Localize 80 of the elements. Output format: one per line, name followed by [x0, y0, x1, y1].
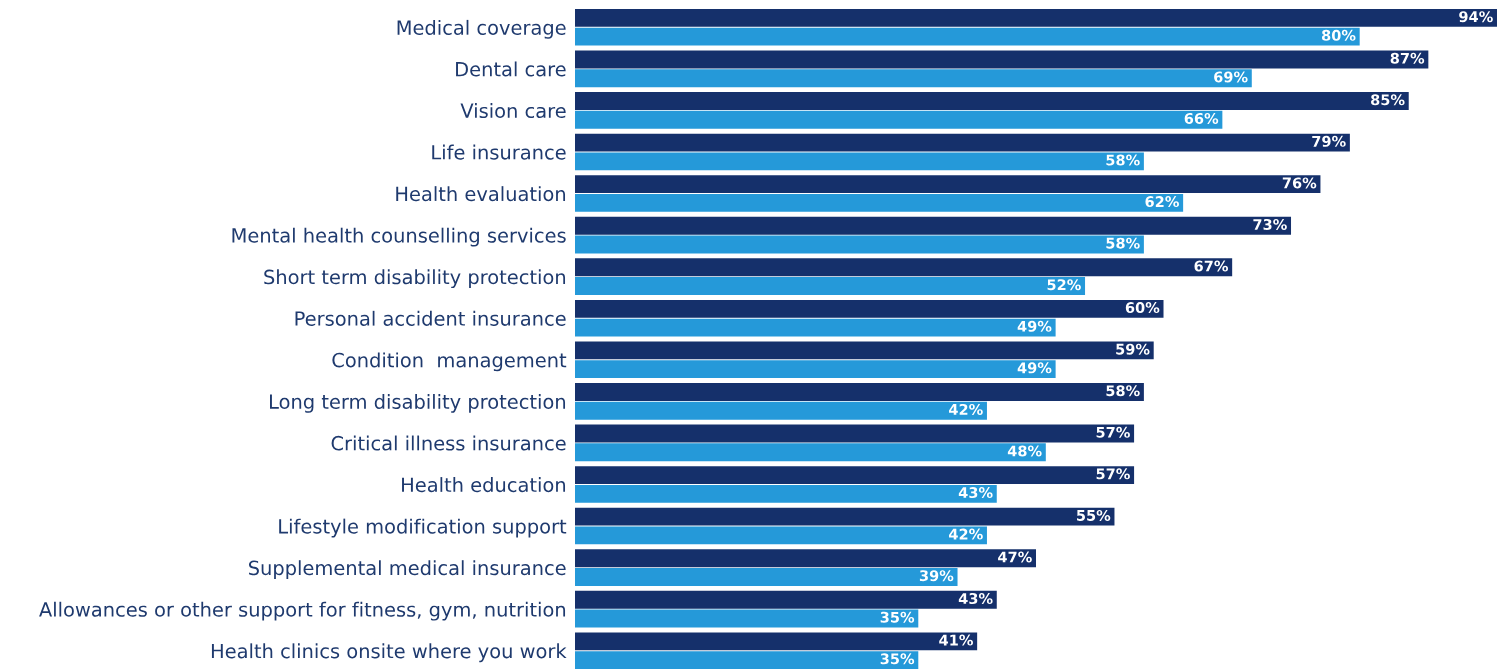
y-tick-label: Health education [402, 477, 566, 493]
y-tick-label: Dental care [456, 61, 566, 77]
bar [575, 235, 1144, 254]
data-label: 49% [1017, 362, 1052, 374]
y-tick-label: Lifestyle modification support [279, 518, 567, 538]
bar [575, 9, 1497, 27]
bar [575, 383, 1144, 401]
data-label: 87% [1390, 52, 1425, 64]
bar [575, 152, 1144, 171]
bar [575, 443, 1046, 462]
data-label: 94% [1459, 11, 1493, 23]
data-label: 58% [1106, 154, 1140, 166]
bar [575, 401, 987, 420]
data-label: 80% [1321, 29, 1356, 41]
bar [575, 568, 958, 586]
y-tick-label: Mental health counselling services [232, 227, 566, 247]
data-label: 42% [949, 403, 983, 415]
data-label: 42% [949, 528, 983, 540]
y-tick-label: Short term disability protection [264, 269, 566, 289]
data-label: 39% [919, 570, 954, 582]
data-label: 41% [939, 634, 973, 646]
bar [575, 318, 1056, 337]
data-label: 59% [1116, 343, 1150, 355]
data-label: 35% [880, 611, 915, 623]
data-label: 43% [958, 593, 993, 605]
data-label: 55% [1077, 509, 1111, 521]
bar [575, 193, 1184, 212]
bar [575, 632, 978, 651]
y-tick-label: Supplemental medical insurance [248, 560, 566, 580]
data-label: 73% [1253, 218, 1287, 230]
data-label: 79% [1312, 135, 1346, 147]
bar [575, 360, 1056, 379]
y-tick-label: Medical coverage [397, 19, 566, 39]
data-label: 58% [1106, 237, 1140, 249]
bar [575, 50, 1429, 69]
y-tick-label: Long term disability protection [270, 393, 566, 413]
data-label: 57% [1096, 468, 1130, 480]
bar [575, 92, 1409, 110]
bar [575, 175, 1321, 194]
bar [575, 216, 1292, 235]
bar [575, 466, 1135, 485]
y-tick-label: Health evaluation [396, 186, 566, 202]
bar [575, 549, 1036, 568]
bar [575, 651, 919, 669]
data-label: 47% [998, 551, 1032, 563]
data-label: 69% [1214, 71, 1248, 83]
data-label: 58% [1106, 385, 1140, 397]
data-label: 35% [880, 653, 915, 665]
bar [575, 609, 919, 628]
data-label: 52% [1047, 279, 1081, 291]
data-label: 66% [1184, 112, 1219, 124]
y-tick-label: Health clinics onsite where you work [211, 643, 567, 663]
data-label: 48% [1007, 445, 1042, 457]
y-tick-label: Condition management [332, 352, 567, 372]
data-label: 67% [1194, 260, 1229, 272]
bar [575, 299, 1164, 318]
data-label: 62% [1145, 196, 1179, 208]
data-label: 85% [1371, 94, 1405, 106]
bar [575, 277, 1086, 295]
bar [575, 27, 1360, 46]
bar [575, 484, 997, 503]
bar [575, 590, 997, 609]
data-label: 49% [1017, 320, 1052, 332]
bar [575, 69, 1252, 88]
bar [575, 526, 987, 545]
bar [575, 110, 1223, 129]
bar [575, 341, 1154, 360]
data-label: 76% [1282, 177, 1317, 189]
data-label: 57% [1096, 426, 1130, 438]
data-label: 43% [958, 487, 993, 499]
y-tick-label: Allowances or other support for fitness, gym, nutrition [39, 601, 566, 621]
bar [575, 258, 1233, 277]
y-tick-label: Life insurance [432, 144, 566, 160]
y-tick-label: Critical illness insurance [331, 435, 566, 451]
bar [575, 507, 1115, 526]
y-tick-label: Personal accident insurance [295, 310, 566, 326]
bar [575, 424, 1135, 443]
y-tick-label: Vision care [460, 103, 566, 119]
data-label: 60% [1125, 302, 1160, 314]
bar [575, 133, 1350, 152]
